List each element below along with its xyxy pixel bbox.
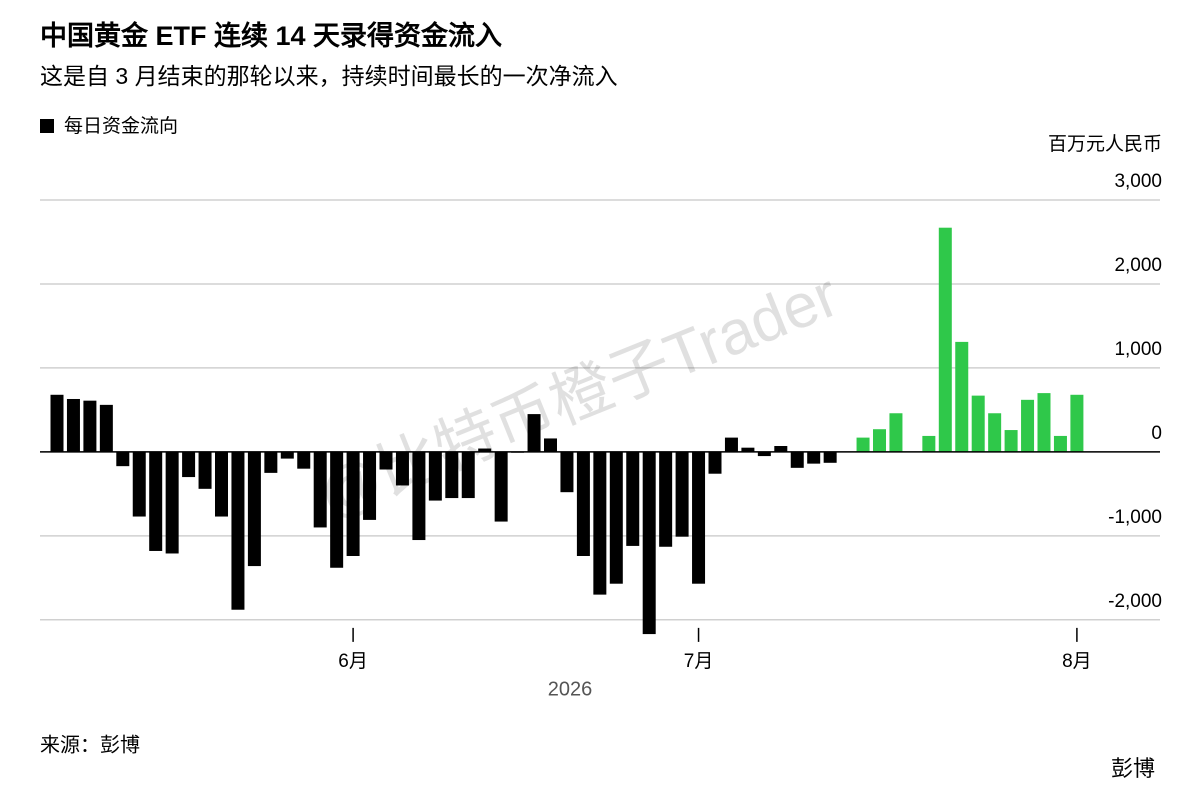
y-tick-label: -1,000: [1108, 507, 1162, 528]
bar: [790, 451, 804, 468]
bar: [938, 227, 952, 452]
bar: [99, 404, 113, 452]
bar: [708, 451, 722, 474]
bar: [66, 398, 80, 452]
bar: [231, 451, 245, 610]
bar: [955, 341, 969, 452]
bar: [823, 451, 837, 463]
bar: [182, 451, 196, 478]
bar: [494, 451, 508, 522]
bar: [642, 451, 656, 635]
y-tick-label: -2,000: [1108, 591, 1162, 612]
bar: [445, 451, 459, 499]
bar: [1021, 399, 1035, 452]
bar: [922, 435, 936, 452]
y-tick-label: 2,000: [1114, 255, 1162, 276]
bar: [461, 451, 475, 499]
bar: [149, 451, 163, 551]
y-tick-label: 0: [1151, 423, 1162, 444]
x-axis-label: 2026: [548, 678, 593, 700]
bar: [807, 451, 821, 464]
bar: [297, 451, 311, 469]
bar: [692, 451, 706, 584]
y-axis-label: 百万元人民币: [1048, 133, 1162, 155]
bar: [873, 429, 886, 452]
bar: [741, 447, 755, 452]
bar: [83, 400, 97, 452]
x-tick-label: 8月: [1062, 651, 1092, 672]
bar: [198, 451, 212, 489]
chart-subtitle: 这是自 3 月结束的那轮以来，持续时间最长的一次净流入: [40, 63, 618, 89]
bar: [527, 414, 541, 452]
bar: [609, 451, 623, 584]
bar: [116, 451, 130, 467]
bar: [215, 451, 228, 517]
bar: [264, 451, 278, 473]
y-tick-label: 3,000: [1114, 171, 1162, 192]
bar: [346, 451, 360, 556]
bar: [988, 413, 1002, 452]
bar: [774, 446, 788, 452]
bar: [757, 451, 771, 457]
bar: [280, 451, 294, 459]
y-tick-label: 1,000: [1114, 339, 1162, 360]
bar: [247, 451, 261, 567]
chart-title: 中国黄金 ETF 连续 14 天录得资金流入: [40, 20, 502, 51]
x-tick-label: 7月: [684, 651, 714, 672]
bar: [428, 451, 442, 501]
x-tick-label: 6月: [338, 651, 368, 672]
bar: [971, 395, 985, 452]
bar: [50, 394, 64, 452]
bar: [544, 438, 557, 452]
bar: [165, 451, 179, 554]
bar: [412, 451, 426, 541]
bar: [593, 451, 607, 595]
bar: [856, 437, 870, 452]
bar: [724, 437, 738, 452]
bar: [313, 451, 327, 528]
bar: [363, 451, 377, 520]
bar: [626, 451, 640, 546]
bar: [560, 451, 574, 493]
bar: [1004, 430, 1018, 452]
bar: [675, 451, 689, 537]
brand: 彭博: [1111, 756, 1155, 781]
legend-label: 每日资金流向: [64, 115, 178, 137]
bar: [576, 451, 590, 556]
bar: [379, 451, 393, 470]
bar: [132, 451, 146, 517]
bar: [1037, 393, 1051, 452]
bar: [659, 451, 673, 547]
legend-swatch: [40, 119, 54, 133]
bar: [395, 451, 409, 486]
bar: [330, 451, 344, 568]
bar: [889, 413, 903, 452]
bar: [1053, 435, 1067, 452]
bar: [478, 448, 492, 452]
source: 来源：彭博: [40, 733, 140, 756]
bar: [1070, 394, 1084, 452]
